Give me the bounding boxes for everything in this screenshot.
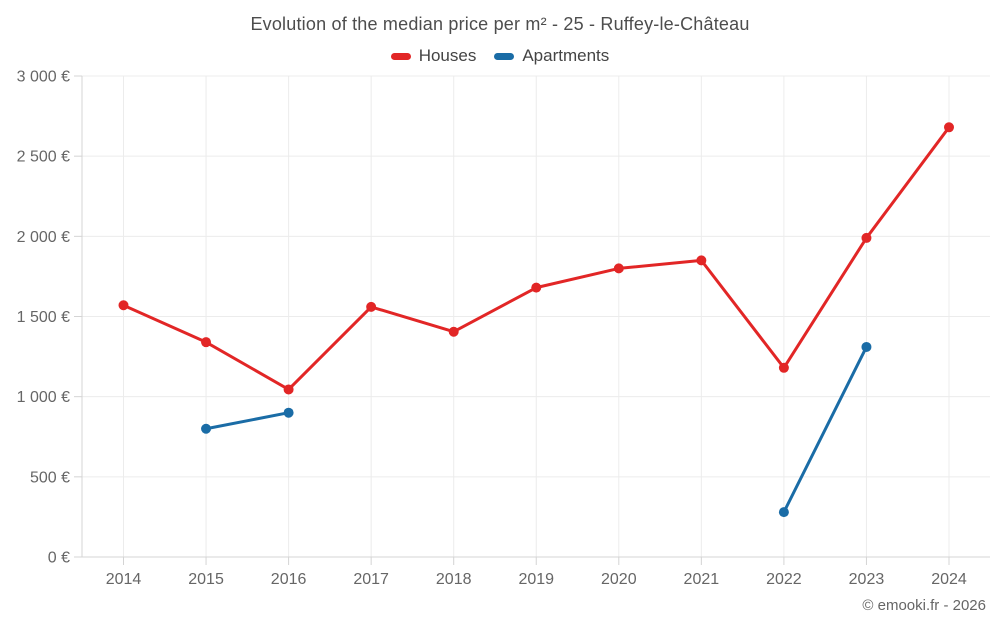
y-axis-label: 500 € (30, 469, 70, 486)
apartments-point-2023[interactable] (861, 341, 872, 352)
footer-credit: © emooki.fr - 2026 (862, 597, 986, 614)
legend-item-apartments[interactable]: Apartments (494, 46, 609, 66)
houses-point-2020[interactable] (613, 263, 624, 274)
houses-point-2016[interactable] (283, 384, 294, 395)
houses-point-2017[interactable] (366, 301, 377, 312)
chart-legend: Houses Apartments (0, 46, 1000, 66)
x-axis-label: 2015 (188, 571, 224, 588)
x-axis-label: 2022 (766, 571, 802, 588)
houses-legend-swatch-icon (390, 52, 411, 60)
y-axis-label: 2 000 € (17, 229, 70, 246)
houses-point-2015[interactable] (201, 337, 212, 348)
x-axis-label: 2018 (436, 571, 472, 588)
houses-point-2024[interactable] (944, 122, 954, 133)
apartments-legend-label: Apartments (522, 46, 610, 65)
y-axis-label: 3 000 € (17, 69, 70, 86)
x-axis-label: 2023 (849, 571, 885, 588)
x-axis-label: 2017 (353, 571, 389, 588)
x-axis-label: 2014 (106, 571, 142, 588)
x-axis-label: 2021 (684, 571, 720, 588)
apartments-line (204, 411, 291, 431)
legend-item-houses[interactable]: Houses (390, 46, 477, 66)
houses-legend-label: Houses (418, 46, 477, 65)
y-axis-label: 1 500 € (17, 309, 70, 326)
x-axis-label: 2020 (601, 571, 637, 588)
apartments-legend-swatch-icon (494, 52, 515, 60)
x-axis-label: 2016 (271, 571, 307, 588)
y-axis-label: 1 000 € (17, 389, 70, 406)
apartments-point-2022[interactable] (778, 507, 789, 518)
chart-title: Evolution of the median price per m² - 2… (250, 14, 750, 34)
x-axis-label: 2019 (518, 571, 554, 588)
houses-point-2023[interactable] (861, 232, 872, 243)
apartments-point-2016[interactable] (283, 407, 294, 418)
houses-point-2014[interactable] (118, 300, 129, 311)
apartments-line (782, 345, 868, 514)
houses-point-2022[interactable] (778, 362, 789, 373)
y-axis-label: 0 € (48, 550, 70, 567)
y-axis-label: 2 500 € (17, 149, 70, 166)
houses-point-2018[interactable] (448, 326, 459, 337)
houses-point-2019[interactable] (531, 282, 542, 293)
apartments-point-2015[interactable] (201, 423, 212, 434)
x-axis-label: 2024 (931, 571, 967, 588)
houses-point-2021[interactable] (696, 255, 707, 266)
